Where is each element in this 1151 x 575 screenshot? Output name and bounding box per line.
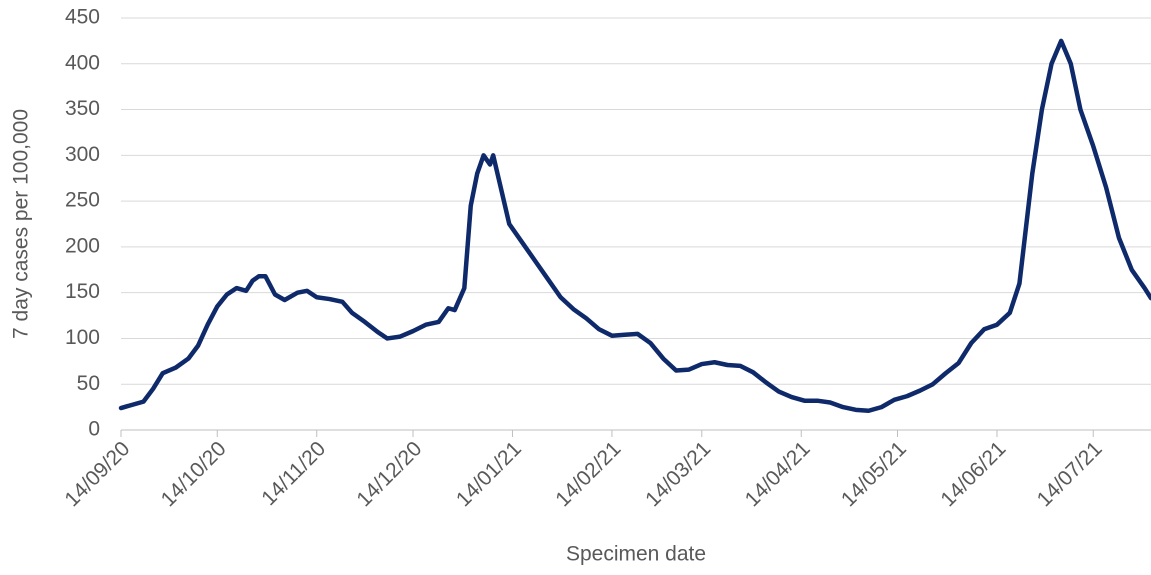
x-tick-label: 14/05/21 bbox=[837, 437, 911, 511]
x-axis-title: Specimen date bbox=[566, 543, 706, 566]
x-tick-label: 14/01/21 bbox=[452, 437, 526, 511]
x-tick-label: 14/12/20 bbox=[352, 437, 426, 511]
y-tick-label: 300 bbox=[65, 143, 100, 166]
y-tick-label: 250 bbox=[65, 189, 100, 212]
x-tick-label: 14/06/21 bbox=[936, 437, 1010, 511]
x-tick-label: 14/07/21 bbox=[1033, 437, 1107, 511]
y-axis-title: 7 day cases per 100,000 bbox=[10, 109, 33, 339]
x-tick-label: 14/02/21 bbox=[551, 437, 625, 511]
x-tick-label: 14/04/21 bbox=[741, 437, 815, 511]
y-tick-label: 150 bbox=[65, 280, 100, 303]
y-tick-label: 50 bbox=[77, 372, 100, 395]
x-tick-label: 14/03/21 bbox=[641, 437, 715, 511]
data-line bbox=[118, 38, 1151, 414]
y-tick-label: 350 bbox=[65, 97, 100, 120]
x-tick-label: 14/09/20 bbox=[60, 437, 134, 511]
y-tick-label: 400 bbox=[65, 51, 100, 74]
y-tick-label: 0 bbox=[88, 418, 100, 441]
y-tick-label: 450 bbox=[65, 6, 100, 29]
x-tick-label: 14/10/20 bbox=[157, 437, 231, 511]
y-tick-label: 200 bbox=[65, 234, 100, 257]
y-tick-label: 100 bbox=[65, 326, 100, 349]
x-tick-label: 14/11/20 bbox=[257, 437, 330, 510]
